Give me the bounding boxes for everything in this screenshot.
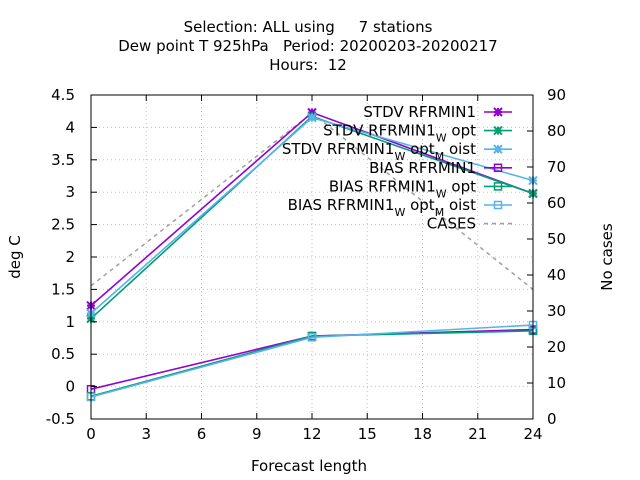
- legend-label-part: BIAS RFRMIN1: [288, 196, 395, 214]
- legend-label-part: STDV RFRMIN1: [323, 122, 436, 140]
- legend-entry: STDV RFRMIN1: [363, 103, 512, 121]
- y-tick-label: 2.5: [51, 216, 75, 234]
- y2-tick-label: 30: [547, 302, 566, 320]
- legend-label-part: opt: [405, 196, 434, 214]
- legend-label-part: BIAS RFRMIN1: [329, 177, 436, 195]
- y2-tick-label: 70: [547, 158, 566, 176]
- y-tick-label: 3: [65, 183, 75, 201]
- chart-title-line-1: Selection: ALL using 7 stations: [184, 18, 433, 36]
- legend-entry: BIAS RFRMIN1: [369, 159, 512, 177]
- y-tick-label: 3.5: [51, 151, 75, 169]
- plot-border: [90, 94, 534, 420]
- legend-label-part: oist: [444, 140, 476, 158]
- legend-label-subscript: W: [394, 206, 405, 219]
- x-tick-label: 9: [252, 425, 262, 443]
- legend-marker: [493, 144, 503, 154]
- legend-label: BIAS RFRMIN1W optM oist: [288, 196, 477, 219]
- legend-label-subscript: W: [436, 132, 447, 145]
- series-5: [86, 320, 538, 402]
- y2-axis-label: No cases: [598, 223, 616, 291]
- legend-label: BIAS RFRMIN1W opt: [329, 177, 476, 200]
- legend-label-part: CASES: [427, 215, 476, 233]
- legend-label: CASES: [427, 215, 476, 233]
- x-tick-label: 6: [197, 425, 207, 443]
- legend-marker: [493, 107, 503, 117]
- legend-label-subscript: M: [435, 206, 445, 219]
- data-point: [307, 333, 317, 342]
- legend-label-part: opt: [447, 177, 476, 195]
- x-tick-label: 21: [468, 425, 487, 443]
- legend-label-part: oist: [444, 196, 476, 214]
- y2-tick-label: 0: [547, 410, 557, 428]
- y-tick-label: 1: [65, 313, 75, 331]
- y2-tick-label: 20: [547, 338, 566, 356]
- x-tick-label: 12: [302, 425, 321, 443]
- legend-label-part: STDV RFRMIN1: [282, 140, 395, 158]
- legend-entry: BIAS RFRMIN1W optM oist: [288, 196, 512, 219]
- y-tick-label: -0.5: [46, 410, 75, 428]
- legend-marker: [493, 200, 503, 210]
- y2-tick-label: 90: [547, 86, 566, 104]
- y2-tick-label: 10: [547, 374, 566, 392]
- legend-label: BIAS RFRMIN1: [369, 159, 476, 177]
- y-tick-label: 0: [65, 378, 75, 396]
- y-tick-label: 0.5: [51, 345, 75, 363]
- legend-label-subscript: W: [436, 187, 447, 200]
- y2-tick-label: 50: [547, 230, 566, 248]
- y-tick-label: 4.5: [51, 86, 75, 104]
- legend-label: STDV RFRMIN1: [363, 103, 476, 121]
- y2-tick-label: 40: [547, 266, 566, 284]
- y-tick-label: 1.5: [51, 280, 75, 298]
- y2-tick-label: 60: [547, 194, 566, 212]
- legend-label-part: STDV RFRMIN1: [363, 103, 476, 121]
- legend-label-part: opt: [405, 140, 434, 158]
- legend-entry: STDV RFRMIN1W opt: [323, 122, 512, 145]
- y-axis-label: deg C: [6, 235, 24, 279]
- legend-label: STDV RFRMIN1W optM oist: [282, 140, 476, 163]
- data-point: [307, 112, 317, 123]
- x-tick-label: 3: [141, 425, 151, 443]
- legend-marker: [493, 125, 503, 136]
- x-tick-label: 24: [523, 425, 542, 443]
- x-axis-label: Forecast length: [251, 457, 367, 475]
- series-line: [90, 330, 534, 398]
- legend-marker: [493, 163, 503, 173]
- legend-entry: CASES: [427, 215, 512, 233]
- series-line: [90, 324, 534, 398]
- legend-label: STDV RFRMIN1W opt: [323, 122, 476, 145]
- legend-label-subscript: M: [435, 150, 445, 163]
- legend-marker: [493, 182, 503, 191]
- legend-entry: STDV RFRMIN1W optM oist: [282, 140, 512, 163]
- y-tick-label: 2: [65, 248, 75, 266]
- x-tick-label: 0: [86, 425, 96, 443]
- ticks: 0 3 6 9 12 15 18 21 24 -0.5 0 0.5 1 1.5 2 2.5 3 3.5 4 4.5 0 1…: [46, 86, 566, 443]
- legend-entry: BIAS RFRMIN1W opt: [329, 177, 512, 200]
- x-tick-label: 15: [358, 425, 377, 443]
- x-tick-label: 18: [413, 425, 432, 443]
- legend-label-subscript: W: [394, 150, 405, 163]
- chart-title-line-2: Dew point T 925hPa Period: 20200203-2020…: [118, 37, 497, 55]
- chart-title-line-3: Hours: 12: [269, 56, 347, 74]
- y2-tick-label: 80: [547, 122, 566, 140]
- legend-label-part: BIAS RFRMIN1: [369, 159, 476, 177]
- legend-label-part: opt: [447, 122, 476, 140]
- y-tick-label: 4: [65, 118, 75, 136]
